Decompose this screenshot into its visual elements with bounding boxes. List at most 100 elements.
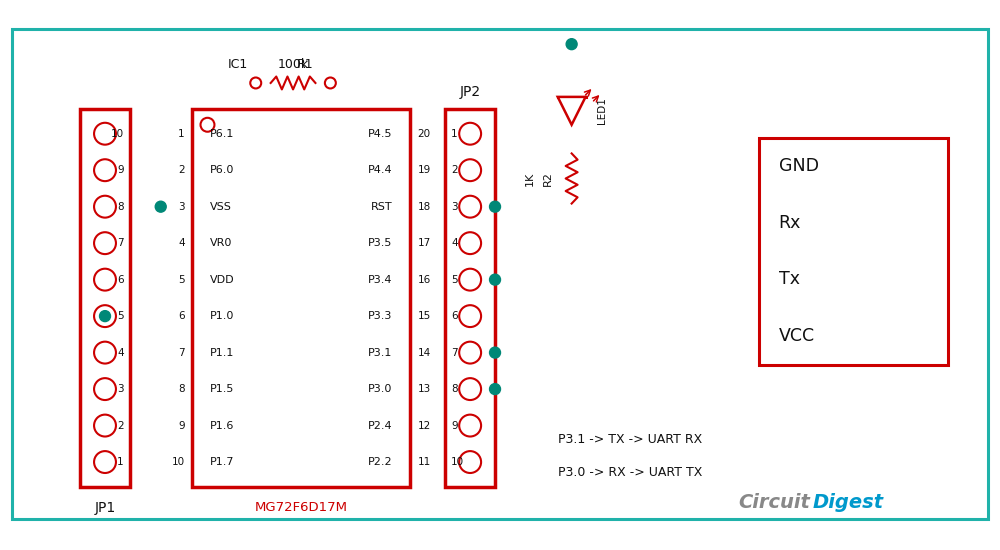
Circle shape	[94, 378, 116, 400]
Circle shape	[459, 160, 481, 181]
Text: 8: 8	[451, 384, 458, 394]
Text: MG72F6D17M: MG72F6D17M	[255, 501, 348, 514]
Text: P6.1: P6.1	[209, 129, 234, 139]
Text: 8: 8	[117, 202, 124, 212]
Text: 9: 9	[117, 165, 124, 175]
Text: Rx: Rx	[779, 214, 801, 232]
Circle shape	[94, 415, 116, 437]
Text: P4.5: P4.5	[368, 129, 393, 139]
Text: P3.4: P3.4	[368, 274, 393, 285]
Text: 2: 2	[451, 165, 458, 175]
Text: 1: 1	[117, 457, 124, 467]
Text: 3: 3	[178, 202, 185, 212]
Text: 4: 4	[178, 238, 185, 248]
Circle shape	[155, 201, 166, 212]
FancyBboxPatch shape	[80, 109, 130, 487]
Text: 3: 3	[451, 202, 458, 212]
Circle shape	[94, 342, 116, 364]
Text: 2: 2	[117, 421, 124, 431]
Circle shape	[459, 415, 481, 437]
Text: 4: 4	[451, 238, 458, 248]
Text: 17: 17	[417, 238, 431, 248]
Text: 7: 7	[451, 348, 458, 358]
Text: 14: 14	[417, 348, 431, 358]
Circle shape	[201, 118, 214, 132]
Circle shape	[94, 305, 116, 327]
Circle shape	[94, 451, 116, 473]
Text: JP1: JP1	[94, 501, 116, 515]
Text: 9: 9	[451, 421, 458, 431]
Circle shape	[459, 305, 481, 327]
Circle shape	[459, 196, 481, 218]
Circle shape	[94, 269, 116, 290]
Circle shape	[94, 196, 116, 218]
Text: 10: 10	[111, 129, 124, 139]
Text: 8: 8	[178, 384, 185, 394]
Text: 16: 16	[417, 274, 431, 285]
Text: P3.1 -> TX -> UART RX: P3.1 -> TX -> UART RX	[558, 433, 702, 446]
Text: 12: 12	[417, 421, 431, 431]
Circle shape	[459, 451, 481, 473]
Circle shape	[490, 347, 500, 358]
Text: P4.4: P4.4	[368, 165, 393, 175]
Text: RST: RST	[371, 202, 393, 212]
Text: P6.0: P6.0	[209, 165, 234, 175]
Circle shape	[459, 378, 481, 400]
Text: VCC: VCC	[779, 327, 815, 345]
Text: 15: 15	[417, 311, 431, 321]
Text: 11: 11	[417, 457, 431, 467]
Text: P3.5: P3.5	[368, 238, 393, 248]
Text: 9: 9	[178, 421, 185, 431]
Circle shape	[325, 78, 336, 89]
Text: 5: 5	[451, 274, 458, 285]
Text: P1.5: P1.5	[209, 384, 234, 394]
Circle shape	[459, 269, 481, 290]
Circle shape	[490, 274, 500, 285]
Text: 13: 13	[417, 384, 431, 394]
FancyBboxPatch shape	[759, 138, 948, 365]
FancyBboxPatch shape	[445, 109, 495, 487]
Text: P1.1: P1.1	[209, 348, 234, 358]
Text: 6: 6	[178, 311, 185, 321]
Circle shape	[490, 383, 500, 394]
Text: 3: 3	[117, 384, 124, 394]
Polygon shape	[558, 97, 586, 125]
Text: P3.0 -> RX -> UART TX: P3.0 -> RX -> UART TX	[558, 466, 702, 480]
Text: 19: 19	[417, 165, 431, 175]
Text: Circuit: Circuit	[739, 493, 810, 513]
Text: Digest: Digest	[812, 493, 884, 513]
FancyBboxPatch shape	[12, 29, 988, 519]
Text: 20: 20	[417, 129, 431, 139]
Text: 5: 5	[178, 274, 185, 285]
Text: VDD: VDD	[209, 274, 234, 285]
Text: 100k: 100k	[277, 58, 309, 71]
Text: P1.6: P1.6	[209, 421, 234, 431]
Text: 18: 18	[417, 202, 431, 212]
Circle shape	[566, 39, 577, 50]
Text: 10: 10	[451, 457, 464, 467]
Text: P3.3: P3.3	[368, 311, 393, 321]
Text: JP2: JP2	[460, 85, 481, 99]
Text: P2.4: P2.4	[368, 421, 393, 431]
Circle shape	[490, 201, 500, 212]
Circle shape	[94, 232, 116, 254]
Text: R2: R2	[543, 171, 553, 186]
Text: 1K: 1K	[525, 172, 535, 185]
Text: R1: R1	[297, 58, 313, 71]
Text: 10: 10	[171, 457, 185, 467]
Text: 7: 7	[178, 348, 185, 358]
Circle shape	[250, 78, 261, 89]
Text: VR0: VR0	[209, 238, 232, 248]
Text: VSS: VSS	[209, 202, 231, 212]
Text: 6: 6	[117, 274, 124, 285]
FancyBboxPatch shape	[192, 109, 410, 487]
Text: 7: 7	[117, 238, 124, 248]
Text: 6: 6	[451, 311, 458, 321]
Circle shape	[100, 311, 110, 322]
Circle shape	[459, 342, 481, 364]
Text: P1.0: P1.0	[209, 311, 234, 321]
Text: 2: 2	[178, 165, 185, 175]
Text: IC1: IC1	[228, 58, 248, 71]
Circle shape	[459, 123, 481, 145]
Text: P3.1: P3.1	[368, 348, 393, 358]
